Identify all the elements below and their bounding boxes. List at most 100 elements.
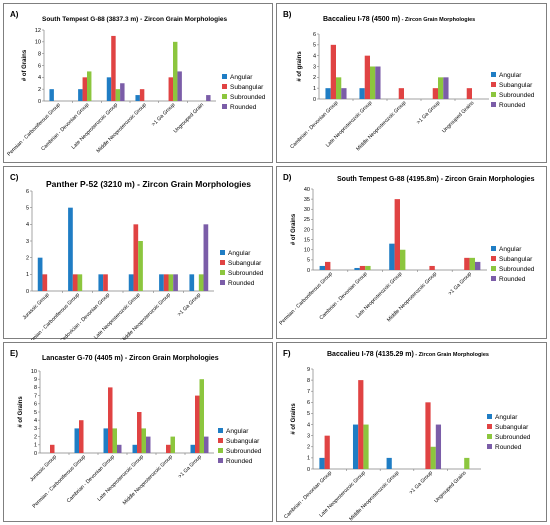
- y-tick-label: 25: [304, 217, 310, 223]
- bar-subangular: [466, 88, 472, 99]
- y-axis-label: # of Grains: [22, 49, 28, 81]
- bar-rounded: [173, 274, 178, 291]
- x-category-label: Ungrouped Grain: [173, 102, 205, 134]
- bar-subrounded: [400, 249, 406, 270]
- legend-label: Subrounded: [499, 92, 535, 99]
- legend-swatch-subangular: [487, 424, 492, 429]
- bar-subangular: [429, 265, 435, 270]
- bar-subrounded: [198, 274, 204, 291]
- legend-label: Subangular: [495, 424, 529, 431]
- legend-swatch-subangular: [222, 84, 227, 89]
- bar-rounded: [204, 436, 209, 453]
- bar-subangular: [82, 77, 87, 101]
- bar-subangular: [358, 380, 364, 469]
- bar-subangular: [108, 387, 113, 453]
- bar-subrounded: [115, 89, 121, 101]
- x-category-label: Ungrouped Grains: [441, 100, 476, 135]
- chart-title: Lancaster G-70 (4405 m) - Zircon Grain M…: [42, 355, 219, 362]
- y-tick-label: 8: [34, 385, 37, 391]
- bar-subangular: [464, 257, 470, 270]
- y-tick-label: 1: [307, 456, 310, 462]
- bar-angular: [189, 274, 195, 291]
- y-tick-label: 5: [307, 258, 310, 264]
- y-tick-label: 35: [304, 197, 310, 203]
- legend-label: Subrounded: [228, 270, 264, 277]
- x-category-label: >1 Ga Group: [177, 292, 203, 318]
- chart-title: Baccalieu I-78 (4135.29 m) - Zircon Grai…: [327, 351, 489, 358]
- bar-subrounded: [469, 257, 475, 270]
- bar-subrounded: [168, 274, 174, 291]
- y-tick-label: 2: [313, 75, 316, 81]
- bar-angular: [325, 88, 331, 99]
- bar-subangular: [364, 55, 370, 99]
- y-tick-label: 7: [307, 389, 310, 395]
- y-tick-label: 20: [304, 227, 310, 233]
- legend-label: Rounded: [226, 458, 253, 465]
- chart-panel-a: A) South Tempest G-88 (3837.3 m) - Zircon…: [3, 3, 273, 163]
- bar-subrounded: [370, 66, 376, 99]
- bar-angular: [37, 257, 43, 291]
- bar-subangular: [139, 89, 145, 101]
- bar-rounded: [341, 88, 347, 99]
- bar-angular: [49, 89, 54, 101]
- chart-panel-e: E) Lancaster G-70 (4405 m) - Zircon Grain…: [3, 342, 273, 522]
- chart-panel-d: D) South Tempest G-88 (4195.8m) - Zircon …: [276, 166, 547, 339]
- bar-subrounded: [199, 379, 204, 453]
- panel-label: B): [283, 10, 292, 19]
- chart-panel-f: F) Baccalieu I-78 (4135.29 m) - Zircon Gr…: [276, 342, 547, 522]
- y-tick-label: 1: [26, 272, 29, 278]
- y-axis-label: # of grains: [297, 51, 303, 82]
- bar-subangular: [79, 420, 84, 453]
- chart-title-suffix: - Zircon Grain Morphologies: [400, 17, 475, 23]
- legend-label: Rounded: [495, 444, 522, 451]
- legend-label: Subrounded: [495, 434, 531, 441]
- legend-label: Subangular: [499, 82, 533, 89]
- bar-angular: [319, 265, 325, 270]
- chart-panel-b: B) Baccalieu I-78 (4500 m) - Zircon Grain…: [276, 3, 547, 163]
- bar-subrounded: [173, 41, 178, 101]
- bar-subrounded: [170, 436, 175, 453]
- bar-angular: [78, 89, 83, 101]
- y-tick-label: 7: [34, 393, 37, 399]
- legend-label: Angular: [226, 428, 249, 435]
- y-tick-label: 3: [307, 433, 310, 439]
- y-tick-label: 10: [35, 40, 41, 46]
- y-tick-label: 1: [313, 86, 316, 92]
- bar-subangular: [50, 444, 55, 453]
- legend-swatch-rounded: [491, 102, 496, 107]
- y-tick-label: 2: [307, 445, 310, 451]
- x-category-label: Ungrouped Grains: [433, 470, 468, 505]
- legend-swatch-angular: [218, 428, 223, 433]
- chart-f: F) Baccalieu I-78 (4135.29 m) - Zircon Gr…: [283, 349, 531, 522]
- bar-rounded: [117, 444, 122, 453]
- y-tick-label: 0: [38, 99, 41, 105]
- legend-label: Angular: [499, 246, 522, 253]
- bar-angular: [128, 274, 134, 291]
- legend-label: Angular: [499, 72, 522, 79]
- chart-title-text: South Tempest G-88 (4195.8m) - Zircon Gr…: [337, 176, 535, 183]
- bar-subangular: [103, 274, 108, 291]
- bar-subrounded: [365, 265, 371, 270]
- chart-title-text: South Tempest G-88 (3837.3 m) - Zircon G…: [42, 16, 228, 23]
- y-tick-label: 6: [307, 400, 310, 406]
- panel-label: D): [283, 173, 292, 182]
- y-axis-label: # of Grains: [18, 396, 24, 428]
- bar-subangular: [359, 265, 366, 270]
- y-tick-label: 2: [34, 434, 37, 440]
- legend-swatch-subangular: [491, 82, 496, 87]
- x-category-label: Jurassic Group: [22, 292, 51, 321]
- x-category-label: >1 Ga Group: [416, 100, 442, 126]
- bar-subangular: [324, 435, 330, 469]
- y-tick-label: 3: [26, 239, 29, 245]
- bar-rounded: [443, 77, 449, 99]
- x-category-label: Cambrian - Devonian Group: [66, 454, 116, 504]
- chart-e: E) Lancaster G-70 (4405 m) - Zircon Grain…: [10, 349, 262, 510]
- y-tick-label: 6: [26, 189, 29, 195]
- y-axis-label: # of Grains: [291, 213, 297, 245]
- bar-subangular: [432, 88, 438, 99]
- x-category-label: >1 Ga Group: [177, 454, 203, 480]
- bar-angular: [68, 207, 73, 291]
- y-tick-label: 5: [26, 205, 29, 211]
- y-tick-label: 3: [34, 426, 37, 432]
- chart-title: Baccalieu I-78 (4500 m) - Zircon Grain M…: [323, 16, 475, 23]
